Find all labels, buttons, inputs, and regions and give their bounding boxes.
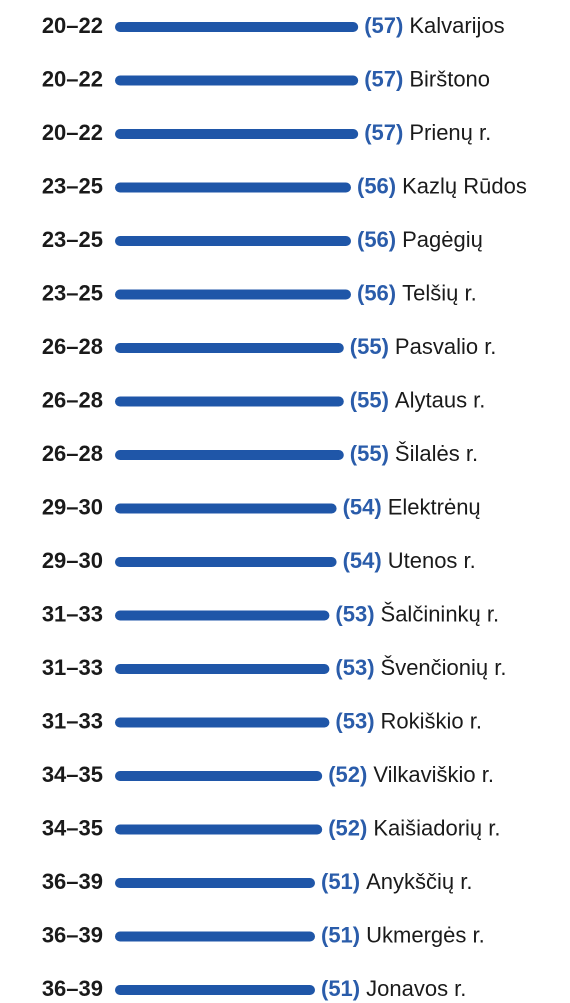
bar-label: (51) Ukmergės r. — [321, 922, 485, 947]
rank-label: 20–22 — [42, 13, 103, 38]
category-label: Rokiškio r. — [381, 708, 482, 733]
bar-label: (53) Šalčininkų r. — [335, 601, 499, 626]
bar — [115, 985, 315, 995]
bar — [115, 931, 315, 942]
bar — [115, 396, 344, 407]
bar — [115, 75, 359, 86]
rank-label: 31–33 — [42, 708, 103, 733]
bar-label: (56) Kazlų Rūdos — [357, 173, 527, 198]
category-label: Šalčininkų r. — [381, 601, 500, 626]
bar — [115, 771, 323, 781]
bar-label: (55) Alytaus r. — [350, 387, 486, 412]
value-label: (56) — [357, 173, 396, 198]
category-label: Vilkaviškio r. — [373, 762, 494, 787]
category-label: Kaišiadorių r. — [373, 815, 500, 840]
bar-label: (52) Kaišiadorių r. — [328, 815, 500, 840]
bar-label: (51) Jonavos r. — [321, 976, 466, 1001]
bar-label: (54) Elektrėnų — [343, 494, 481, 519]
rank-label: 20–22 — [42, 66, 103, 91]
bar-label: (51) Anykščių r. — [321, 869, 473, 894]
value-label: (55) — [350, 441, 389, 466]
value-label: (57) — [364, 13, 403, 38]
rank-label: 26–28 — [42, 441, 103, 466]
rank-label: 31–33 — [42, 655, 103, 680]
category-label: Utenos r. — [388, 548, 476, 573]
rank-label: 29–30 — [42, 548, 103, 573]
bar — [115, 22, 359, 32]
bar — [115, 450, 344, 460]
bar-label: (57) Kalvarijos — [364, 13, 505, 38]
value-label: (55) — [350, 334, 389, 359]
category-label: Pagėgių — [402, 227, 483, 252]
value-label: (54) — [343, 494, 382, 519]
rank-label: 26–28 — [42, 334, 103, 359]
rank-label: 23–25 — [42, 280, 103, 305]
value-label: (53) — [335, 655, 374, 680]
value-label: (57) — [364, 120, 403, 145]
value-label: (51) — [321, 922, 360, 947]
bar — [115, 289, 351, 300]
value-label: (52) — [328, 815, 367, 840]
rank-label: 36–39 — [42, 976, 103, 1001]
value-label: (54) — [343, 548, 382, 573]
bar-label: (57) Birštono — [364, 66, 490, 91]
bar — [115, 182, 351, 193]
category-label: Pasvalio r. — [395, 334, 497, 359]
bar-label: (55) Pasvalio r. — [350, 334, 497, 359]
bar — [115, 878, 315, 888]
rank-label: 20–22 — [42, 120, 103, 145]
bar-label: (56) Pagėgių — [357, 227, 483, 252]
value-label: (51) — [321, 976, 360, 1001]
rank-label: 23–25 — [42, 173, 103, 198]
bar — [115, 129, 359, 139]
value-label: (55) — [350, 387, 389, 412]
category-label: Švenčionių r. — [381, 655, 507, 680]
value-label: (56) — [357, 227, 396, 252]
bar — [115, 664, 330, 674]
category-label: Birštono — [409, 66, 490, 91]
bar-label: (57) Prienų r. — [364, 120, 491, 145]
bar-label: (52) Vilkaviškio r. — [328, 762, 494, 787]
bar — [115, 557, 337, 567]
bar-label: (55) Šilalės r. — [350, 441, 478, 466]
rank-label: 26–28 — [42, 387, 103, 412]
value-label: (51) — [321, 869, 360, 894]
category-label: Elektrėnų — [388, 494, 481, 519]
rank-label: 23–25 — [42, 227, 103, 252]
bar-label: (53) Rokiškio r. — [335, 708, 482, 733]
rank-label: 34–35 — [42, 762, 103, 787]
category-label: Ukmergės r. — [366, 922, 485, 947]
value-label: (53) — [335, 708, 374, 733]
value-label: (56) — [357, 280, 396, 305]
category-label: Prienų r. — [409, 120, 491, 145]
category-label: Kazlų Rūdos — [402, 173, 527, 198]
bar — [115, 503, 337, 514]
category-label: Telšių r. — [402, 280, 477, 305]
category-label: Jonavos r. — [366, 976, 466, 1001]
bar-label: (54) Utenos r. — [343, 548, 476, 573]
rank-label: 36–39 — [42, 869, 103, 894]
value-label: (57) — [364, 66, 403, 91]
bar — [115, 343, 344, 353]
bar-label: (53) Švenčionių r. — [335, 655, 506, 680]
category-label: Anykščių r. — [366, 869, 472, 894]
bar — [115, 610, 330, 621]
rank-label: 29–30 — [42, 494, 103, 519]
category-label: Kalvarijos — [409, 13, 504, 38]
rank-label: 31–33 — [42, 601, 103, 626]
value-label: (52) — [328, 762, 367, 787]
value-label: (53) — [335, 601, 374, 626]
bar — [115, 236, 351, 246]
bar — [115, 824, 323, 835]
bar-label: (56) Telšių r. — [357, 280, 477, 305]
category-label: Alytaus r. — [395, 387, 485, 412]
bar — [115, 717, 330, 728]
rank-label: 34–35 — [42, 815, 103, 840]
category-label: Šilalės r. — [395, 441, 478, 466]
rank-label: 36–39 — [42, 922, 103, 947]
